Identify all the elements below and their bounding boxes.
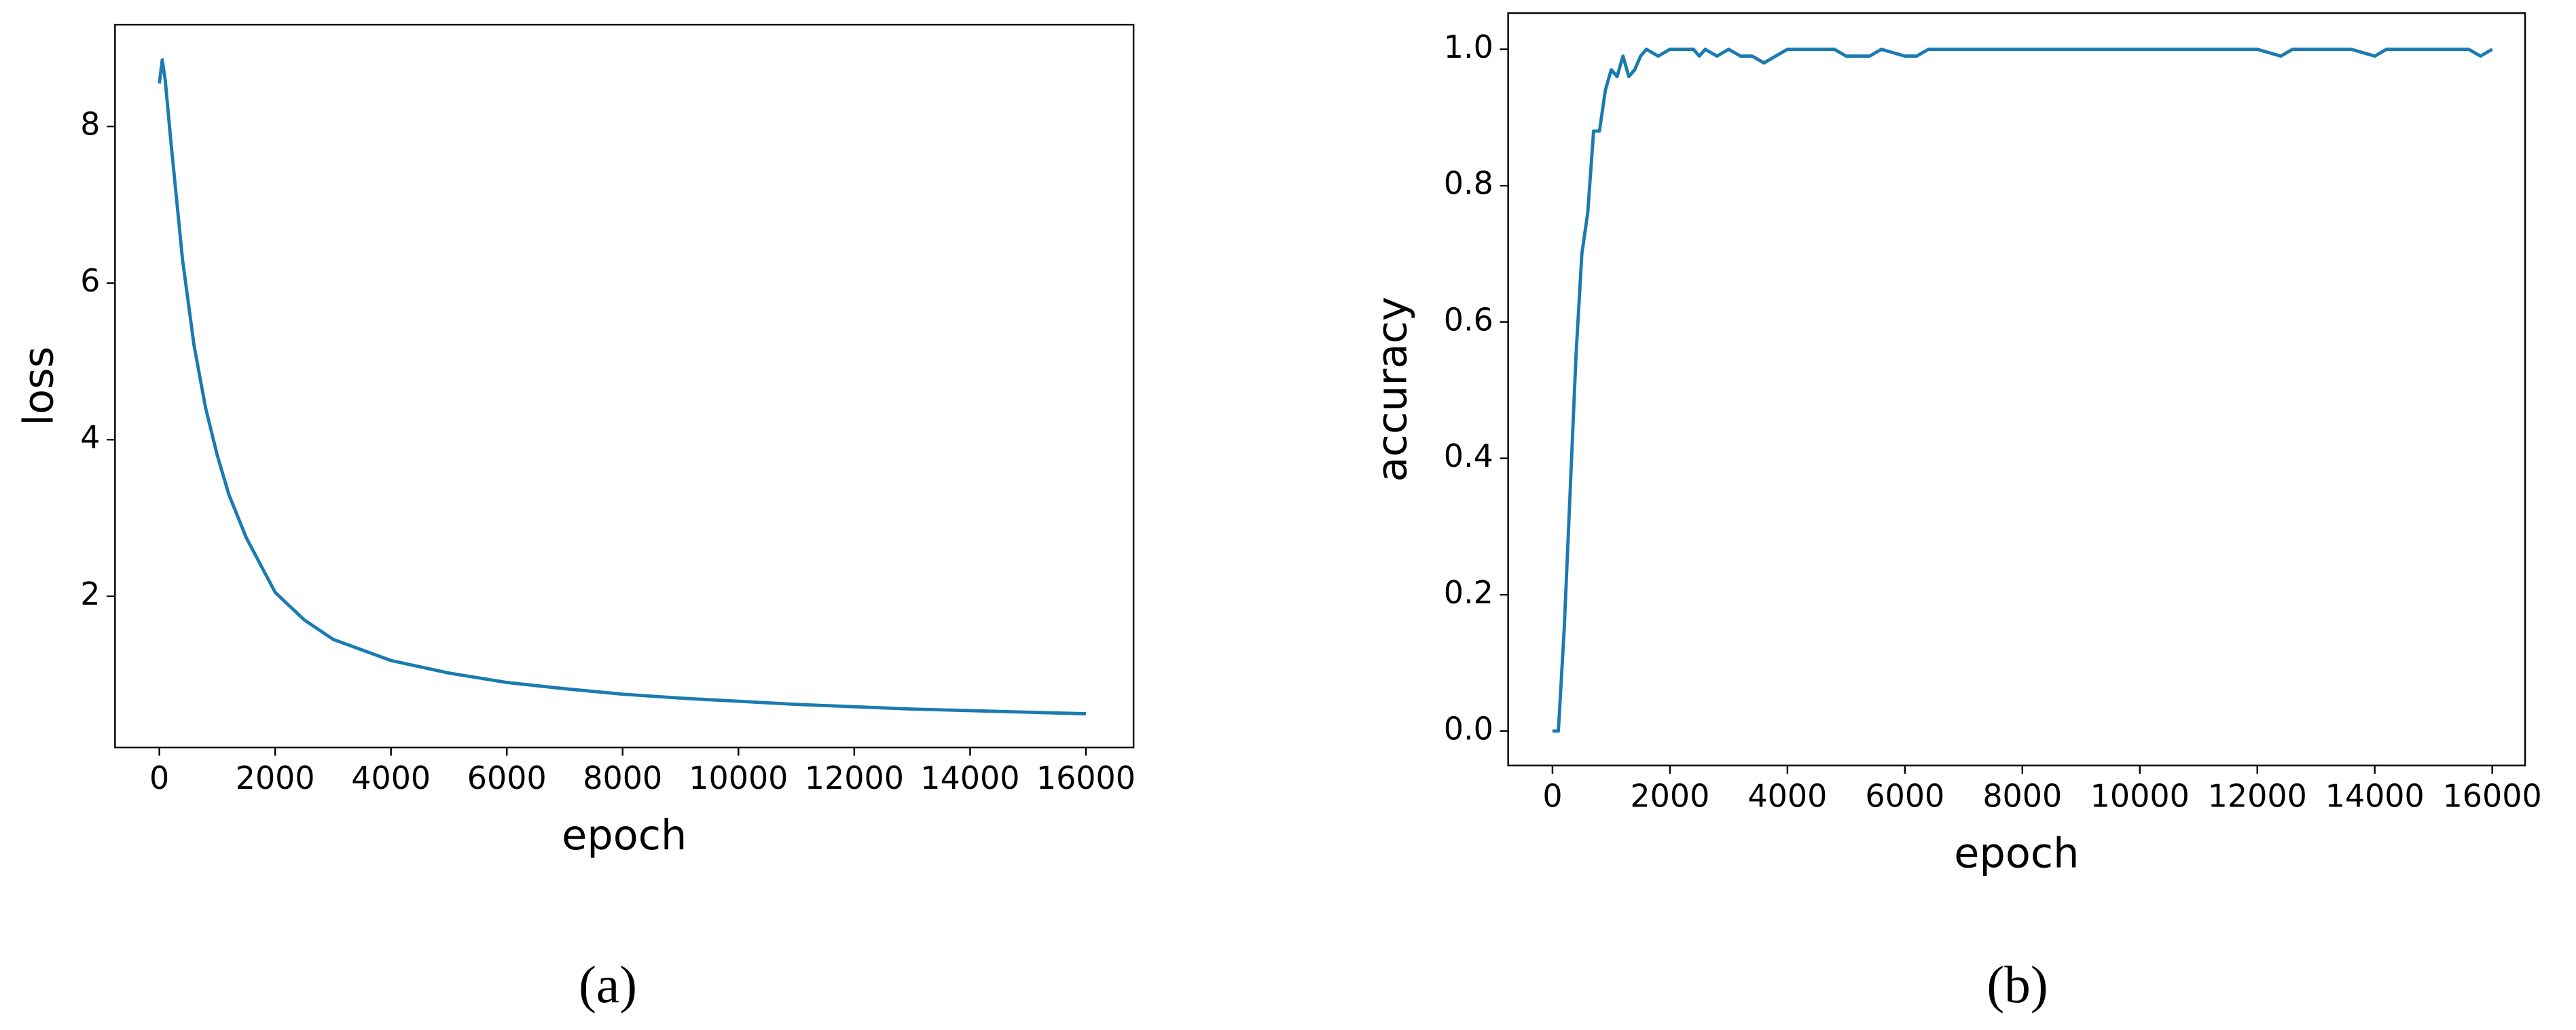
x-tick-label: 14000	[2325, 778, 2425, 815]
x-tick-label: 0	[149, 760, 169, 796]
x-tick-label: 16000	[2443, 778, 2542, 815]
x-tick-label: 14000	[920, 760, 1019, 796]
x-tick-label: 8000	[583, 760, 662, 796]
y-tick-label: 1.0	[1444, 29, 1493, 65]
x-tick-label: 10000	[2090, 778, 2190, 815]
y-tick-label: 6	[80, 262, 100, 299]
x-tick-label: 8000	[1982, 778, 2062, 815]
data-line	[158, 58, 1087, 715]
y-tick-label: 4	[80, 419, 100, 456]
y-tick-label: 2	[80, 575, 100, 612]
y-tick-label: 0.8	[1444, 165, 1493, 202]
x-tick-label: 2000	[236, 760, 315, 796]
x-tick-label: 6000	[467, 760, 547, 796]
caption: (a)	[579, 955, 637, 1014]
caption: (b)	[1987, 955, 2048, 1014]
x-axis-label: epoch	[562, 812, 687, 859]
y-tick-label: 0.4	[1444, 438, 1493, 474]
plot-frame	[1507, 12, 2526, 766]
data-line	[1552, 48, 2493, 733]
y-tick-label: 8	[80, 106, 100, 143]
x-tick-label: 4000	[1747, 778, 1827, 815]
y-axis-label: accuracy	[1369, 297, 1417, 482]
x-axis-label: epoch	[1954, 830, 2079, 878]
x-tick-label: 16000	[1036, 760, 1136, 796]
plot-frame	[114, 24, 1135, 749]
y-tick-label: 0.0	[1444, 710, 1493, 747]
x-tick-label: 10000	[689, 760, 788, 796]
x-tick-label: 4000	[351, 760, 431, 796]
x-tick-label: 12000	[805, 760, 904, 796]
y-tick-label: 0.6	[1444, 301, 1493, 338]
y-tick-label: 0.2	[1444, 574, 1493, 611]
y-axis-label: loss	[15, 347, 62, 426]
x-tick-label: 2000	[1630, 778, 1709, 815]
x-tick-label: 6000	[1865, 778, 1944, 815]
x-tick-label: 12000	[2208, 778, 2307, 815]
x-tick-label: 0	[1542, 778, 1562, 815]
